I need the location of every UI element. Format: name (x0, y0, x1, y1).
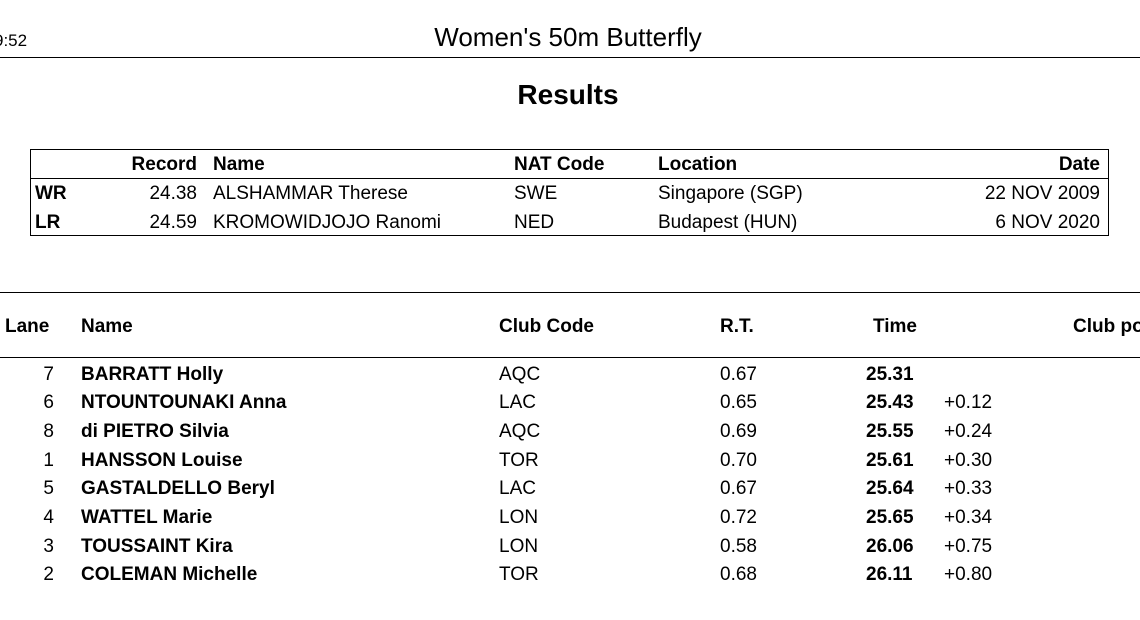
club-code: TOR (499, 564, 539, 586)
finish-time: 26.11 (866, 564, 913, 586)
reaction-time: 0.70 (720, 449, 757, 471)
record-cell: 22 NOV 2009 (984, 182, 1100, 204)
lane: 7 (43, 363, 54, 385)
record-cell: SWE (514, 182, 558, 204)
lane: 5 (43, 478, 54, 500)
lane: 2 (43, 564, 54, 586)
results-top-rule (0, 292, 1140, 293)
results-column-header: Lane (5, 315, 50, 337)
lane: 4 (43, 507, 54, 528)
results-column-header: R.T. (720, 315, 754, 337)
results-column-header: Club Code (499, 315, 594, 337)
lane: 1 (43, 449, 54, 471)
finish-time: 25.64 (866, 478, 914, 500)
finish-time: 25.43 (866, 392, 914, 414)
finish-time: 25.31 (866, 363, 914, 385)
results-header-rule (0, 357, 1140, 358)
print-time: 9:52 (0, 30, 28, 50)
reaction-time: 0.65 (720, 392, 757, 414)
athlete-name: GASTALDELLO Beryl (81, 478, 275, 500)
club-code: AQC (499, 420, 541, 442)
header-rule (0, 57, 1140, 58)
time-behind: +0.33 (944, 478, 993, 500)
records-header-rule (30, 178, 1108, 179)
club-code: LAC (499, 478, 536, 500)
time-behind: +0.75 (944, 535, 993, 557)
reaction-time: 0.69 (720, 420, 757, 442)
lane: 3 (43, 535, 54, 557)
athlete-name: WATTEL Marie (81, 507, 213, 528)
athlete-name: HANSSON Louise (81, 449, 243, 471)
record-code: WR (35, 182, 67, 204)
reaction-time: 0.58 (720, 535, 757, 557)
record-cell: 24.38 (149, 182, 197, 204)
athlete-name: di PIETRO Silvia (81, 420, 229, 442)
record-cell: 6 NOV 2020 (995, 211, 1100, 233)
club-code: AQC (499, 363, 541, 385)
lane: 6 (43, 392, 54, 414)
time-behind: +0.34 (944, 507, 993, 528)
records-box (30, 149, 1109, 236)
results-heading: Results (517, 79, 619, 110)
time-behind: +0.30 (944, 449, 993, 471)
finish-time: 26.06 (866, 535, 914, 557)
record-cell: KROMOWIDJOJO Ranomi (213, 211, 442, 233)
record-cell: NED (514, 211, 555, 233)
record-code: LR (35, 211, 61, 233)
record-cell: 24.59 (149, 211, 197, 233)
finish-time: 25.61 (866, 449, 914, 471)
records-column-header: NAT Code (514, 153, 605, 175)
records-column-header: Name (213, 153, 265, 175)
lane: 8 (43, 420, 54, 442)
time-behind: +0.12 (944, 392, 993, 414)
athlete-name: TOUSSAINT Kira (81, 535, 233, 557)
results-column-header: Name (81, 315, 133, 337)
athlete-name: BARRATT Holly (81, 363, 224, 385)
reaction-time: 0.67 (720, 363, 757, 385)
club-code: LON (499, 507, 539, 528)
reaction-time: 0.67 (720, 478, 757, 500)
records-column-header: Record (131, 153, 197, 175)
reaction-time: 0.68 (720, 564, 757, 586)
records-column-header: Date (1058, 153, 1100, 175)
time-behind: +0.24 (944, 420, 993, 442)
club-code: LAC (499, 392, 536, 414)
finish-time: 25.55 (866, 420, 914, 442)
athlete-name: NTOUNTOUNAKI Anna (81, 392, 287, 414)
record-cell: ALSHAMMAR Therese (213, 182, 408, 204)
time-behind: +0.80 (944, 564, 993, 586)
results-column-header: Club po (1073, 315, 1140, 337)
records-column-header: Location (658, 153, 738, 175)
athlete-name: COLEMAN Michelle (81, 564, 258, 586)
record-cell: Budapest (HUN) (658, 211, 798, 233)
club-code: TOR (499, 449, 539, 471)
finish-time: 25.65 (866, 507, 914, 528)
results-column-header: Time (872, 315, 917, 337)
reaction-time: 0.72 (720, 507, 757, 528)
club-code: LON (499, 535, 539, 557)
event-title: Women's 50m Butterfly (434, 22, 702, 52)
record-cell: Singapore (SGP) (658, 182, 803, 204)
